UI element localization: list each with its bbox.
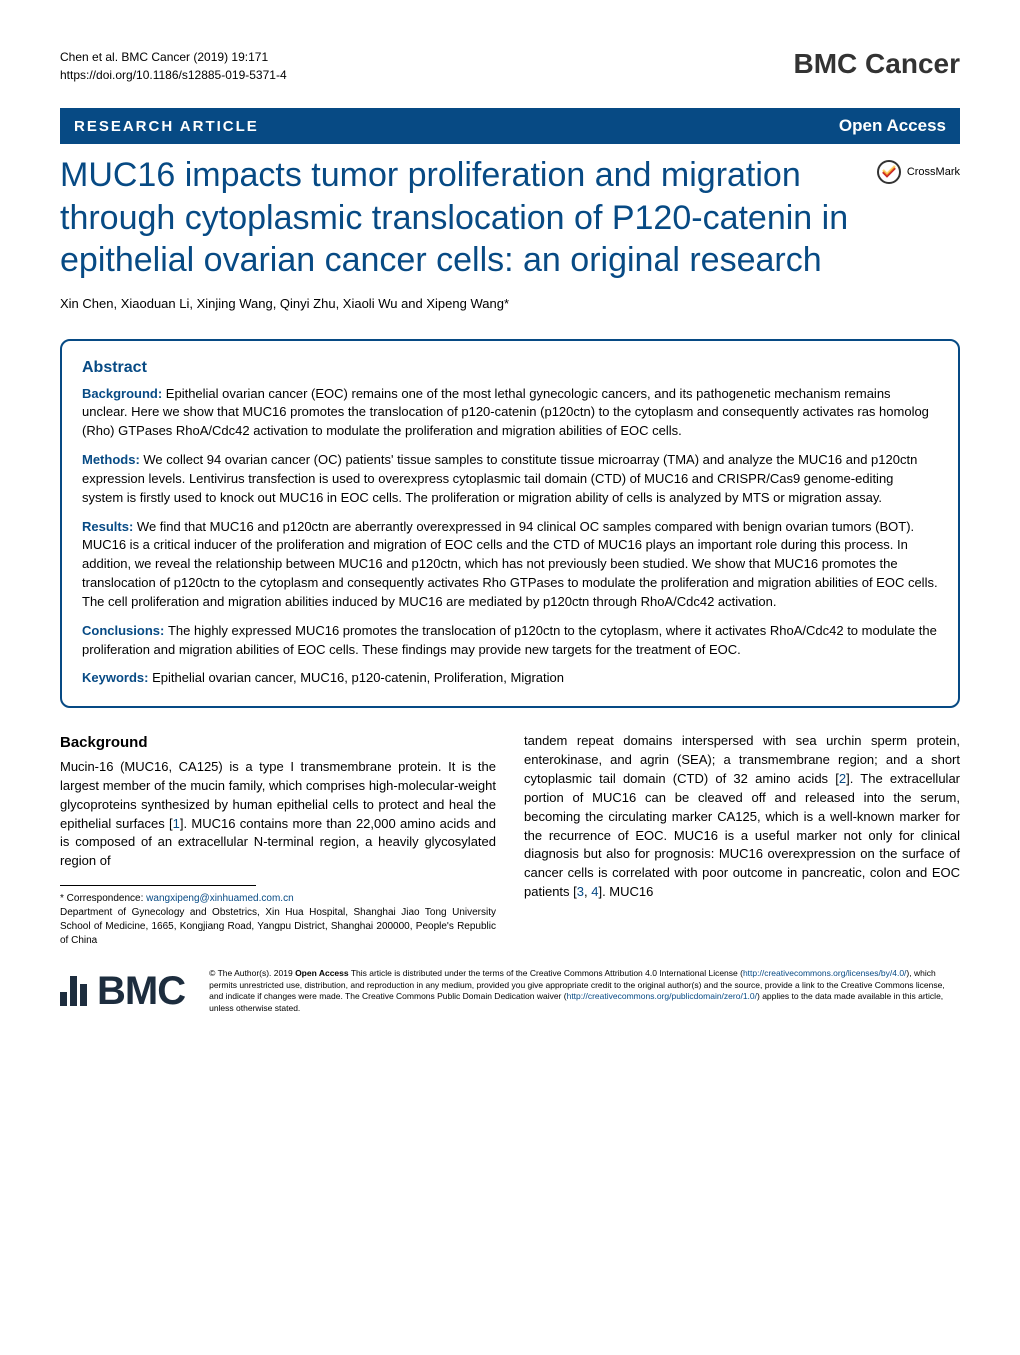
doi: https://doi.org/10.1186/s12885-019-5371-… — [60, 66, 287, 84]
article-type-bar: RESEARCH ARTICLE Open Access — [60, 108, 960, 144]
background-heading: Background — [60, 732, 496, 754]
correspondence-block: * Correspondence: wangxipeng@xinhuamed.c… — [60, 892, 496, 948]
article-title: MUC16 impacts tumor proliferation and mi… — [60, 154, 877, 282]
citation: Chen et al. BMC Cancer (2019) 19:171 — [60, 48, 287, 66]
bmc-logo-bars — [60, 976, 87, 1006]
journal-brand: BMC Cancer — [794, 48, 960, 80]
bmc-bar — [60, 992, 67, 1006]
abstract-section: Methods: We collect 94 ovarian cancer (O… — [82, 451, 938, 508]
open-access-label: Open Access — [839, 116, 946, 136]
abstract-sections: Background: Epithelial ovarian cancer (E… — [82, 385, 938, 660]
correspondence-label: * Correspondence: — [60, 893, 146, 904]
abstract-box: Abstract Background: Epithelial ovarian … — [60, 339, 960, 709]
keywords-row: Keywords: Epithelial ovarian cancer, MUC… — [82, 669, 938, 688]
license-open-access: Open Access — [295, 968, 349, 978]
license-part: © The Author(s). 2019 — [209, 968, 295, 978]
correspondence-divider — [60, 885, 256, 886]
body-text: ]. MUC16 — [598, 884, 653, 899]
license-text: © The Author(s). 2019 Open Access This a… — [209, 968, 960, 1014]
abstract-section: Results: We find that MUC16 and p120ctn … — [82, 518, 938, 612]
bmc-bar — [70, 976, 77, 1006]
abstract-section-text: We collect 94 ovarian cancer (OC) patien… — [82, 452, 917, 505]
bmc-logo: BMC — [60, 969, 185, 1014]
header-meta: Chen et al. BMC Cancer (2019) 19:171 htt… — [60, 48, 287, 84]
abstract-section-text: Epithelial ovarian cancer (EOC) remains … — [82, 386, 929, 439]
abstract-section-label: Results: — [82, 519, 137, 534]
ref-link-1[interactable]: 1 — [173, 816, 180, 831]
body-col-left: Background Mucin-16 (MUC16, CA125) is a … — [60, 732, 496, 948]
license-link-cc[interactable]: http://creativecommons.org/licenses/by/4… — [743, 968, 906, 978]
abstract-section-label: Conclusions: — [82, 623, 168, 638]
keywords-text: Epithelial ovarian cancer, MUC16, p120-c… — [152, 670, 564, 685]
abstract-heading: Abstract — [82, 359, 938, 377]
correspondence-email[interactable]: wangxipeng@xinhuamed.com.cn — [146, 893, 293, 904]
bmc-logo-text: BMC — [97, 969, 185, 1014]
abstract-section: Background: Epithelial ovarian cancer (E… — [82, 385, 938, 442]
crossmark-icon — [877, 160, 901, 184]
body-text: ]. The extracellular portion of MUC16 ca… — [524, 771, 960, 899]
license-link-pd[interactable]: http://creativecommons.org/publicdomain/… — [567, 991, 757, 1001]
bmc-bar — [80, 984, 87, 1006]
correspondence-affiliation: Department of Gynecology and Obstetrics,… — [60, 906, 496, 948]
header-row: Chen et al. BMC Cancer (2019) 19:171 htt… — [60, 48, 960, 84]
abstract-section: Conclusions: The highly expressed MUC16 … — [82, 622, 938, 660]
abstract-section-label: Background: — [82, 386, 166, 401]
crossmark-label: CrossMark — [907, 166, 960, 178]
crossmark-badge[interactable]: CrossMark — [877, 160, 960, 184]
abstract-section-label: Methods: — [82, 452, 143, 467]
body-col-right: tandem repeat domains interspersed with … — [524, 732, 960, 948]
title-row: MUC16 impacts tumor proliferation and mi… — [60, 154, 960, 282]
abstract-section-text: The highly expressed MUC16 promotes the … — [82, 623, 937, 657]
keywords-label: Keywords: — [82, 670, 152, 685]
abstract-section-text: We find that MUC16 and p120ctn are aberr… — [82, 519, 938, 609]
body-columns: Background Mucin-16 (MUC16, CA125) is a … — [60, 732, 960, 948]
authors: Xin Chen, Xiaoduan Li, Xinjing Wang, Qin… — [60, 296, 960, 311]
ref-link-3[interactable]: 3 — [577, 884, 584, 899]
page-container: Chen et al. BMC Cancer (2019) 19:171 htt… — [0, 0, 1020, 1044]
license-part: This article is distributed under the te… — [349, 968, 743, 978]
article-type: RESEARCH ARTICLE — [74, 118, 259, 135]
footer-row: BMC © The Author(s). 2019 Open Access Th… — [60, 968, 960, 1014]
